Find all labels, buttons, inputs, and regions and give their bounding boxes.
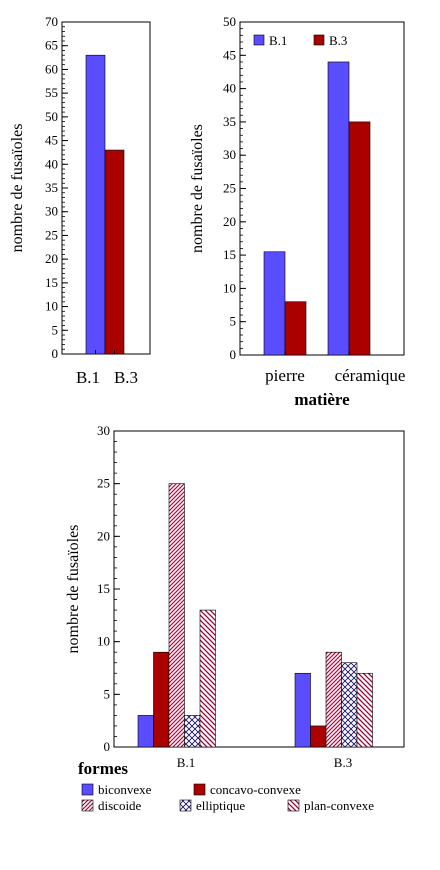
legend-swatch <box>253 34 265 46</box>
y-tick-label: 50 <box>223 14 236 29</box>
y-axis-label: nombre de fusaïoles <box>9 124 26 253</box>
y-axis-label: nombre de fusaïoles <box>65 525 82 654</box>
y-tick-label: 55 <box>45 85 58 100</box>
bar-concavo-convexe-1 <box>310 725 327 748</box>
y-tick-label: 65 <box>45 38 58 53</box>
y-tick-label: 45 <box>223 47 236 62</box>
legend-swatch <box>81 799 94 812</box>
legend-label: biconvexe <box>98 782 152 797</box>
y-tick-label: 30 <box>45 204 58 219</box>
y-tick-label: 30 <box>97 423 110 438</box>
x-tick-label: B.3 <box>114 368 138 387</box>
legend-label: B.1 <box>269 33 287 48</box>
y-tick-label: 35 <box>223 114 236 129</box>
legend: B.1 B.3 <box>253 33 347 48</box>
y-tick-label: 35 <box>45 180 58 195</box>
x-tick-label: pierre <box>265 366 305 385</box>
y-tick-label: 45 <box>45 133 58 148</box>
legend: formes biconvexe concavo-convexe discoide el… <box>78 759 374 813</box>
bar-b3-0 <box>284 301 307 356</box>
bar-b3-1 <box>348 121 371 356</box>
bar-b1-1 <box>327 61 350 356</box>
y-tick-label: 60 <box>45 61 58 76</box>
bar-elliptique-0 <box>184 715 201 748</box>
x-tick-label: B.3 <box>334 755 352 770</box>
x-tick-label: B.1 <box>177 755 195 770</box>
y-tick-label: 25 <box>223 181 236 196</box>
y-tick-label: 15 <box>223 247 236 262</box>
bar-discoide-0 <box>168 483 185 748</box>
bar-b1-0 <box>263 251 286 356</box>
y-tick-label: 20 <box>97 528 110 543</box>
legend-swatch <box>287 799 300 812</box>
y-tick-label: 5 <box>52 322 59 337</box>
bar-plan-convexe-0 <box>199 609 216 748</box>
y-tick-label: 50 <box>45 109 58 124</box>
y-tick-label: 20 <box>45 251 58 266</box>
y-tick-label: 20 <box>223 214 236 229</box>
bar-b1 <box>85 54 106 355</box>
y-tick-label: 0 <box>52 346 59 361</box>
y-tick-label: 15 <box>45 275 58 290</box>
y-tick-label: 0 <box>104 739 111 754</box>
y-tick-label: 25 <box>97 476 110 491</box>
bar-b3 <box>104 149 125 355</box>
bar-biconvexe-0 <box>137 715 154 748</box>
y-tick-label: 10 <box>97 634 110 649</box>
bar-plan-convexe-1 <box>356 672 373 748</box>
legend-swatch <box>179 799 192 812</box>
y-tick-label: 0 <box>230 347 237 362</box>
legend-swatch <box>81 783 94 796</box>
legend-title: formes <box>78 759 128 778</box>
y-tick-label: 10 <box>45 299 58 314</box>
y-tick-label: 5 <box>104 686 111 701</box>
y-tick-label: 15 <box>97 581 110 596</box>
y-tick-label: 5 <box>230 314 237 329</box>
bar-biconvexe-1 <box>294 672 311 748</box>
chart-2: 0 5 10 15 20 25 30 35 40 45 50 nombre de fusaïoles p… <box>189 14 405 409</box>
bar-elliptique-1 <box>341 662 358 748</box>
chart-1: 0 5 10 15 20 25 30 35 40 45 50 55 60 65 70 nombre de fu… <box>9 14 151 387</box>
bar-concavo-convexe-0 <box>153 651 170 748</box>
y-tick-label: 40 <box>45 156 58 171</box>
legend-label: elliptique <box>196 798 245 813</box>
legend-swatch <box>313 34 325 46</box>
bar-discoide-1 <box>325 651 342 748</box>
legend-label: plan-convexe <box>304 798 374 813</box>
x-axis-label: matière <box>294 390 350 409</box>
x-tick-label: céramique <box>335 366 406 385</box>
y-tick-label: 30 <box>223 147 236 162</box>
legend-label: discoide <box>98 798 142 813</box>
y-axis-label: nombre de fusaïoles <box>189 124 206 253</box>
x-tick-label: B.1 <box>76 368 100 387</box>
y-tick-label: 70 <box>45 14 58 29</box>
y-tick-label: 25 <box>45 227 58 242</box>
y-tick-label: 40 <box>223 81 236 96</box>
legend-swatch <box>193 783 206 796</box>
y-tick-label: 10 <box>223 280 236 295</box>
legend-label: concavo-convexe <box>210 782 301 797</box>
legend-label: B.3 <box>329 33 347 48</box>
